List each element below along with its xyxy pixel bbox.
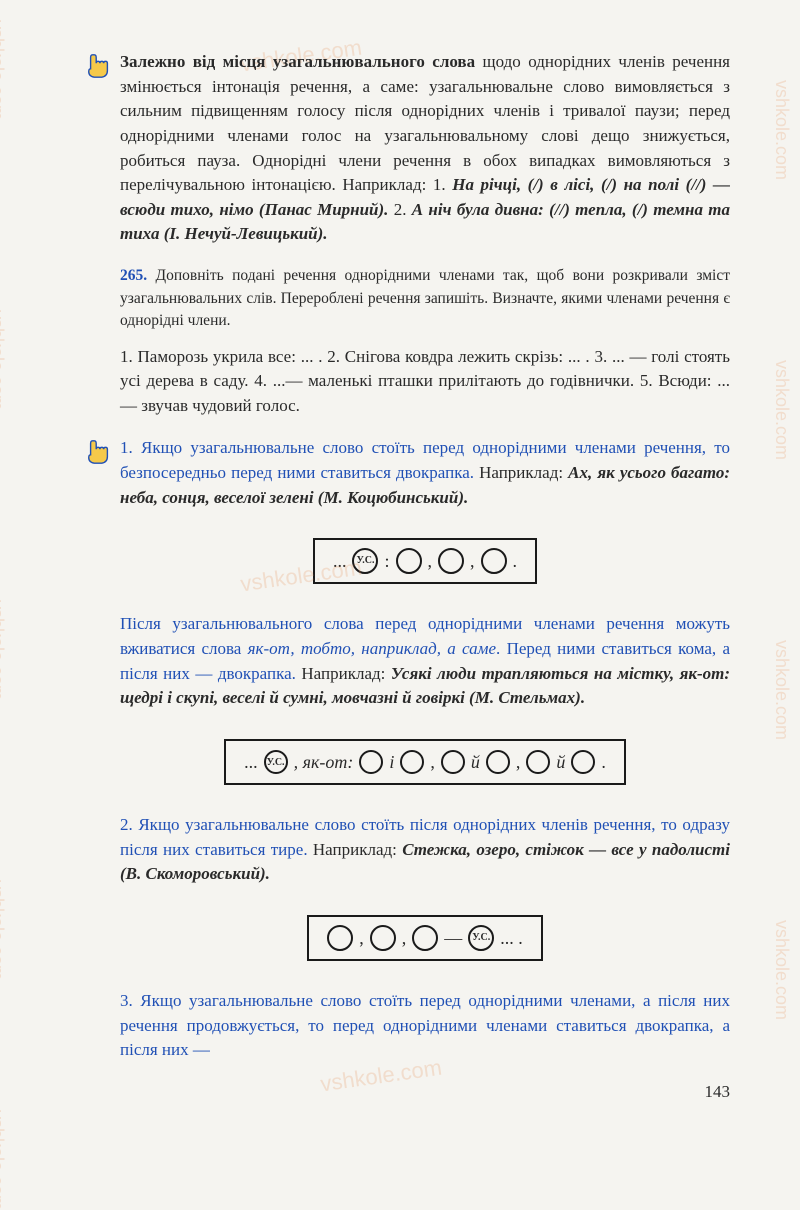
mid-text: 2.: [388, 200, 411, 219]
yc-circle: У.С.: [264, 750, 288, 774]
diagram-colon: :: [384, 548, 389, 574]
diagram-ellipsis: ... .: [500, 925, 523, 951]
lead-text: Залежно від місця узагальнювального слов…: [120, 52, 475, 71]
diagram-period: .: [513, 548, 518, 574]
empty-circle: [481, 548, 507, 574]
diagram-period: .: [601, 749, 606, 775]
diagram-3: , , — У.С. ... .: [120, 905, 730, 971]
diagram-comma: ,: [359, 925, 364, 951]
pointer-icon: [85, 52, 113, 80]
empty-circle: [370, 925, 396, 951]
rule-1-eg-label: Наприклад:: [474, 463, 568, 482]
page-number: 143: [705, 1080, 731, 1105]
diagram-ellipsis: ...: [333, 548, 347, 574]
empty-circle: [396, 548, 422, 574]
rule-3-text: 3. Якщо узагальнювальне слово стоїть пер…: [120, 991, 730, 1059]
exercise-body: 1. Паморозь укрила все: ... . 2. Снігова…: [120, 345, 730, 419]
rule-1b-eg-label: Наприклад:: [296, 664, 391, 683]
diagram-1: ... У.С. : , , .: [120, 528, 730, 594]
diagram-2: ... У.С. , як-от: і , й , й .: [120, 729, 730, 795]
watermark: vshkole.com: [769, 80, 795, 180]
yc-circle: У.С.: [468, 925, 494, 951]
exercise-number: 265.: [120, 267, 147, 284]
rule-1b-words: як-от, тобто, напри­клад, а саме: [248, 639, 496, 658]
exercise-instruction: Доповніть подані речення однорідними чле…: [120, 267, 730, 329]
empty-circle: [441, 750, 465, 774]
empty-circle: [400, 750, 424, 774]
rule-1: 1. Якщо узагальнювальне слово стоїть пер…: [120, 436, 730, 510]
info-block-1: Залежно від місця узагальнювального слов…: [120, 50, 730, 247]
watermark: vshkole.com: [769, 640, 795, 740]
diagram-ellipsis: ...: [244, 749, 258, 775]
rule-2: 2. Якщо узагальнювальне слово стоїть піс…: [120, 813, 730, 887]
watermark: vshkole.com: [0, 880, 10, 980]
diagram-y: й: [471, 749, 480, 775]
diagram-yakot: , як-от:: [294, 749, 354, 775]
rule-3: 3. Якщо узагальнювальне слово стоїть пер…: [120, 989, 730, 1063]
diagram-comma: ,: [470, 548, 475, 574]
diagram-comma: ,: [428, 548, 433, 574]
empty-circle: [327, 925, 353, 951]
diagram-dash: —: [444, 925, 462, 951]
rule-2-eg-label: Наприклад:: [308, 840, 403, 859]
empty-circle: [359, 750, 383, 774]
watermark: vshkole.com: [0, 600, 10, 700]
diagram-y: й: [556, 749, 565, 775]
watermark: vshkole.com: [769, 920, 795, 1020]
watermark: vshkole.com: [769, 360, 795, 460]
watermark: vshkole.com: [0, 310, 10, 410]
empty-circle: [526, 750, 550, 774]
diagram-comma: ,: [516, 749, 521, 775]
body-text: щодо одно­рідних членів речення змінюєть…: [120, 52, 730, 194]
diagram-comma: ,: [430, 749, 435, 775]
watermark: vshkole.com: [0, 1110, 10, 1210]
watermark: vshkole.com: [0, 20, 10, 120]
pointer-icon: [85, 438, 113, 466]
rule-1b: Після узагальнювального слова перед одно…: [120, 612, 730, 711]
empty-circle: [571, 750, 595, 774]
yc-circle: У.С.: [352, 548, 378, 574]
empty-circle: [412, 925, 438, 951]
diagram-comma: ,: [402, 925, 407, 951]
empty-circle: [438, 548, 464, 574]
diagram-i: і: [389, 749, 394, 775]
exercise-265: 265. Доповніть подані речення однорідним…: [120, 265, 730, 418]
empty-circle: [486, 750, 510, 774]
